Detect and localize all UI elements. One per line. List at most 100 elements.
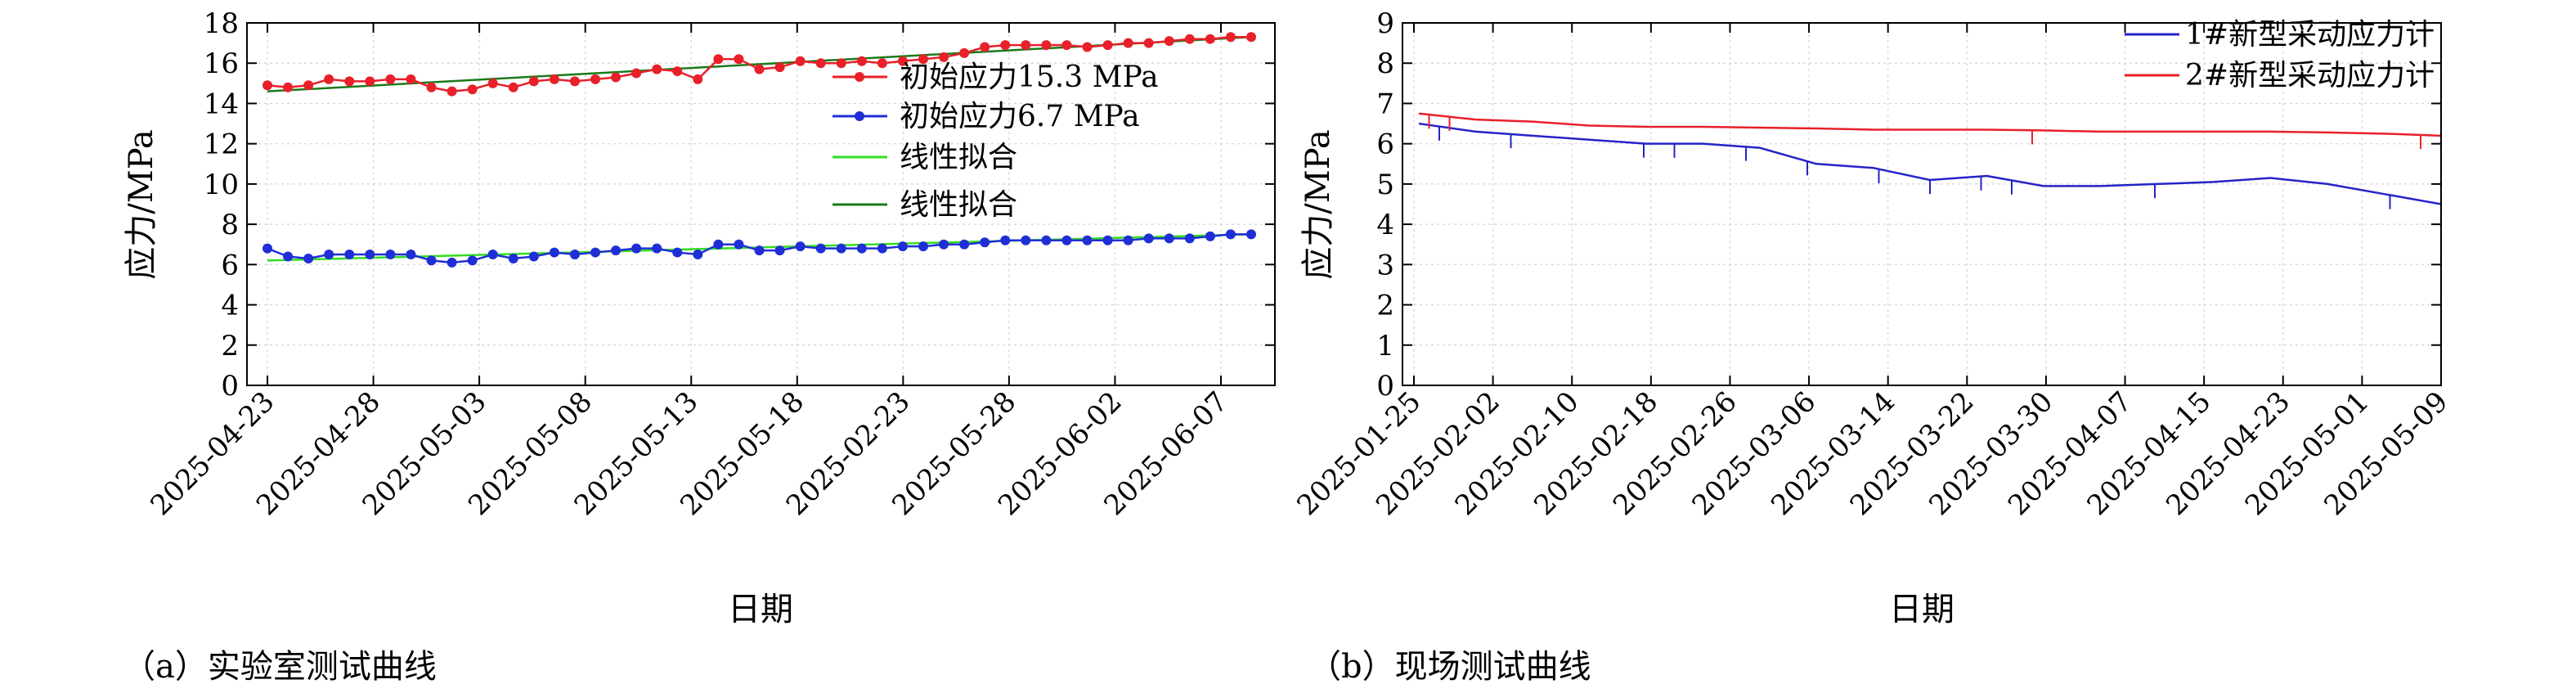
panel-b-x-ticks: 2025-01-252025-02-022025-02-102025-02-18…	[1290, 23, 2454, 522]
data-point	[569, 250, 580, 260]
data-point	[385, 74, 396, 84]
data-point	[631, 68, 642, 79]
y-tick-label: 4	[221, 290, 239, 322]
data-point	[774, 245, 785, 256]
legend-label: 1#新型采动应力计	[2185, 18, 2435, 52]
data-point	[815, 243, 826, 254]
y-tick-label: 9	[1376, 7, 1394, 40]
data-point	[487, 78, 498, 88]
data-point	[1000, 40, 1011, 51]
panel-b-ylabel: 应力/MPa	[1299, 129, 1337, 279]
data-point	[897, 56, 908, 66]
data-point	[508, 253, 518, 263]
data-point	[672, 66, 683, 77]
data-point	[590, 74, 600, 84]
data-point	[1082, 235, 1093, 245]
y-tick-label: 2	[1376, 290, 1394, 322]
data-point	[1021, 40, 1031, 51]
panel-a-ylabel: 应力/MPa	[123, 129, 160, 279]
panel-a-xlabel: 日期	[728, 591, 793, 628]
data-point	[1205, 231, 1215, 241]
data-point	[980, 42, 990, 52]
data-point	[959, 47, 970, 58]
data-point	[303, 80, 314, 91]
data-point	[1000, 235, 1011, 245]
data-point	[1184, 233, 1195, 244]
y-tick-label: 6	[1376, 128, 1394, 161]
data-point	[856, 243, 867, 254]
data-point	[406, 250, 416, 260]
data-point	[754, 64, 765, 74]
data-point	[713, 239, 724, 250]
y-tick-label: 6	[221, 249, 239, 281]
y-tick-label: 5	[1376, 169, 1394, 201]
data-point	[652, 64, 662, 74]
y-tick-label: 18	[204, 7, 239, 40]
y-tick-label: 4	[1376, 209, 1394, 241]
data-point	[365, 76, 375, 87]
panel-a-y-ticks: 0 2 4 6 8 10 12 14 16 18	[204, 7, 1275, 403]
data-point	[324, 74, 334, 84]
data-point	[508, 82, 518, 92]
data-point	[754, 245, 765, 256]
data-point	[877, 58, 887, 69]
data-point	[1225, 32, 1236, 43]
panel-a-x-ticks: 2025-04-232025-04-282025-05-032025-05-08…	[144, 23, 1234, 522]
data-point	[365, 250, 375, 260]
data-point	[447, 257, 457, 268]
data-point	[1082, 42, 1093, 52]
data-point	[528, 76, 539, 87]
data-point	[1246, 229, 1256, 240]
data-point	[263, 243, 272, 254]
data-point	[467, 84, 478, 95]
y-tick-label: 16	[204, 47, 239, 80]
data-point	[939, 239, 949, 250]
data-point	[1205, 34, 1215, 44]
y-tick-label: 1	[1376, 330, 1394, 362]
data-point	[1164, 36, 1174, 47]
data-point	[549, 74, 559, 84]
data-point	[980, 237, 990, 248]
data-point	[1184, 34, 1195, 44]
data-point	[774, 62, 785, 73]
data-point	[836, 243, 846, 254]
data-point	[1246, 32, 1256, 43]
data-point	[344, 76, 355, 87]
y-tick-label: 10	[204, 169, 239, 201]
data-point	[693, 74, 703, 84]
y-tick-label: 0	[1376, 370, 1394, 403]
data-point	[611, 72, 622, 83]
data-point	[528, 251, 539, 262]
data-point	[569, 76, 580, 87]
data-point	[795, 56, 806, 66]
data-point	[263, 80, 272, 91]
data-point	[426, 82, 437, 92]
y-tick-label: 7	[1376, 88, 1394, 120]
legend-label: 线性拟合	[900, 141, 1017, 174]
panel-b-frame	[1402, 22, 2442, 386]
data-point	[939, 52, 949, 62]
y-tick-label: 0	[221, 370, 239, 403]
data-point	[856, 56, 867, 66]
data-point	[734, 54, 744, 65]
data-point	[877, 243, 887, 254]
legend-label: 2#新型采动应力计	[2185, 59, 2435, 92]
panel-a-plot	[263, 32, 1256, 268]
data-point	[1164, 233, 1174, 244]
y-tick-label: 12	[204, 128, 239, 161]
data-point	[1041, 40, 1052, 51]
legend-label: 初始应力6.7 MPa	[900, 100, 1140, 133]
data-point	[631, 243, 642, 254]
legend-marker	[855, 111, 864, 121]
data-point	[1225, 229, 1236, 240]
y-tick-label: 3	[1376, 249, 1394, 281]
data-point	[672, 247, 683, 258]
data-point	[303, 253, 314, 263]
data-point	[385, 250, 396, 260]
panel-b-grid	[1402, 23, 2442, 385]
data-point	[324, 250, 334, 260]
data-point	[652, 243, 662, 254]
